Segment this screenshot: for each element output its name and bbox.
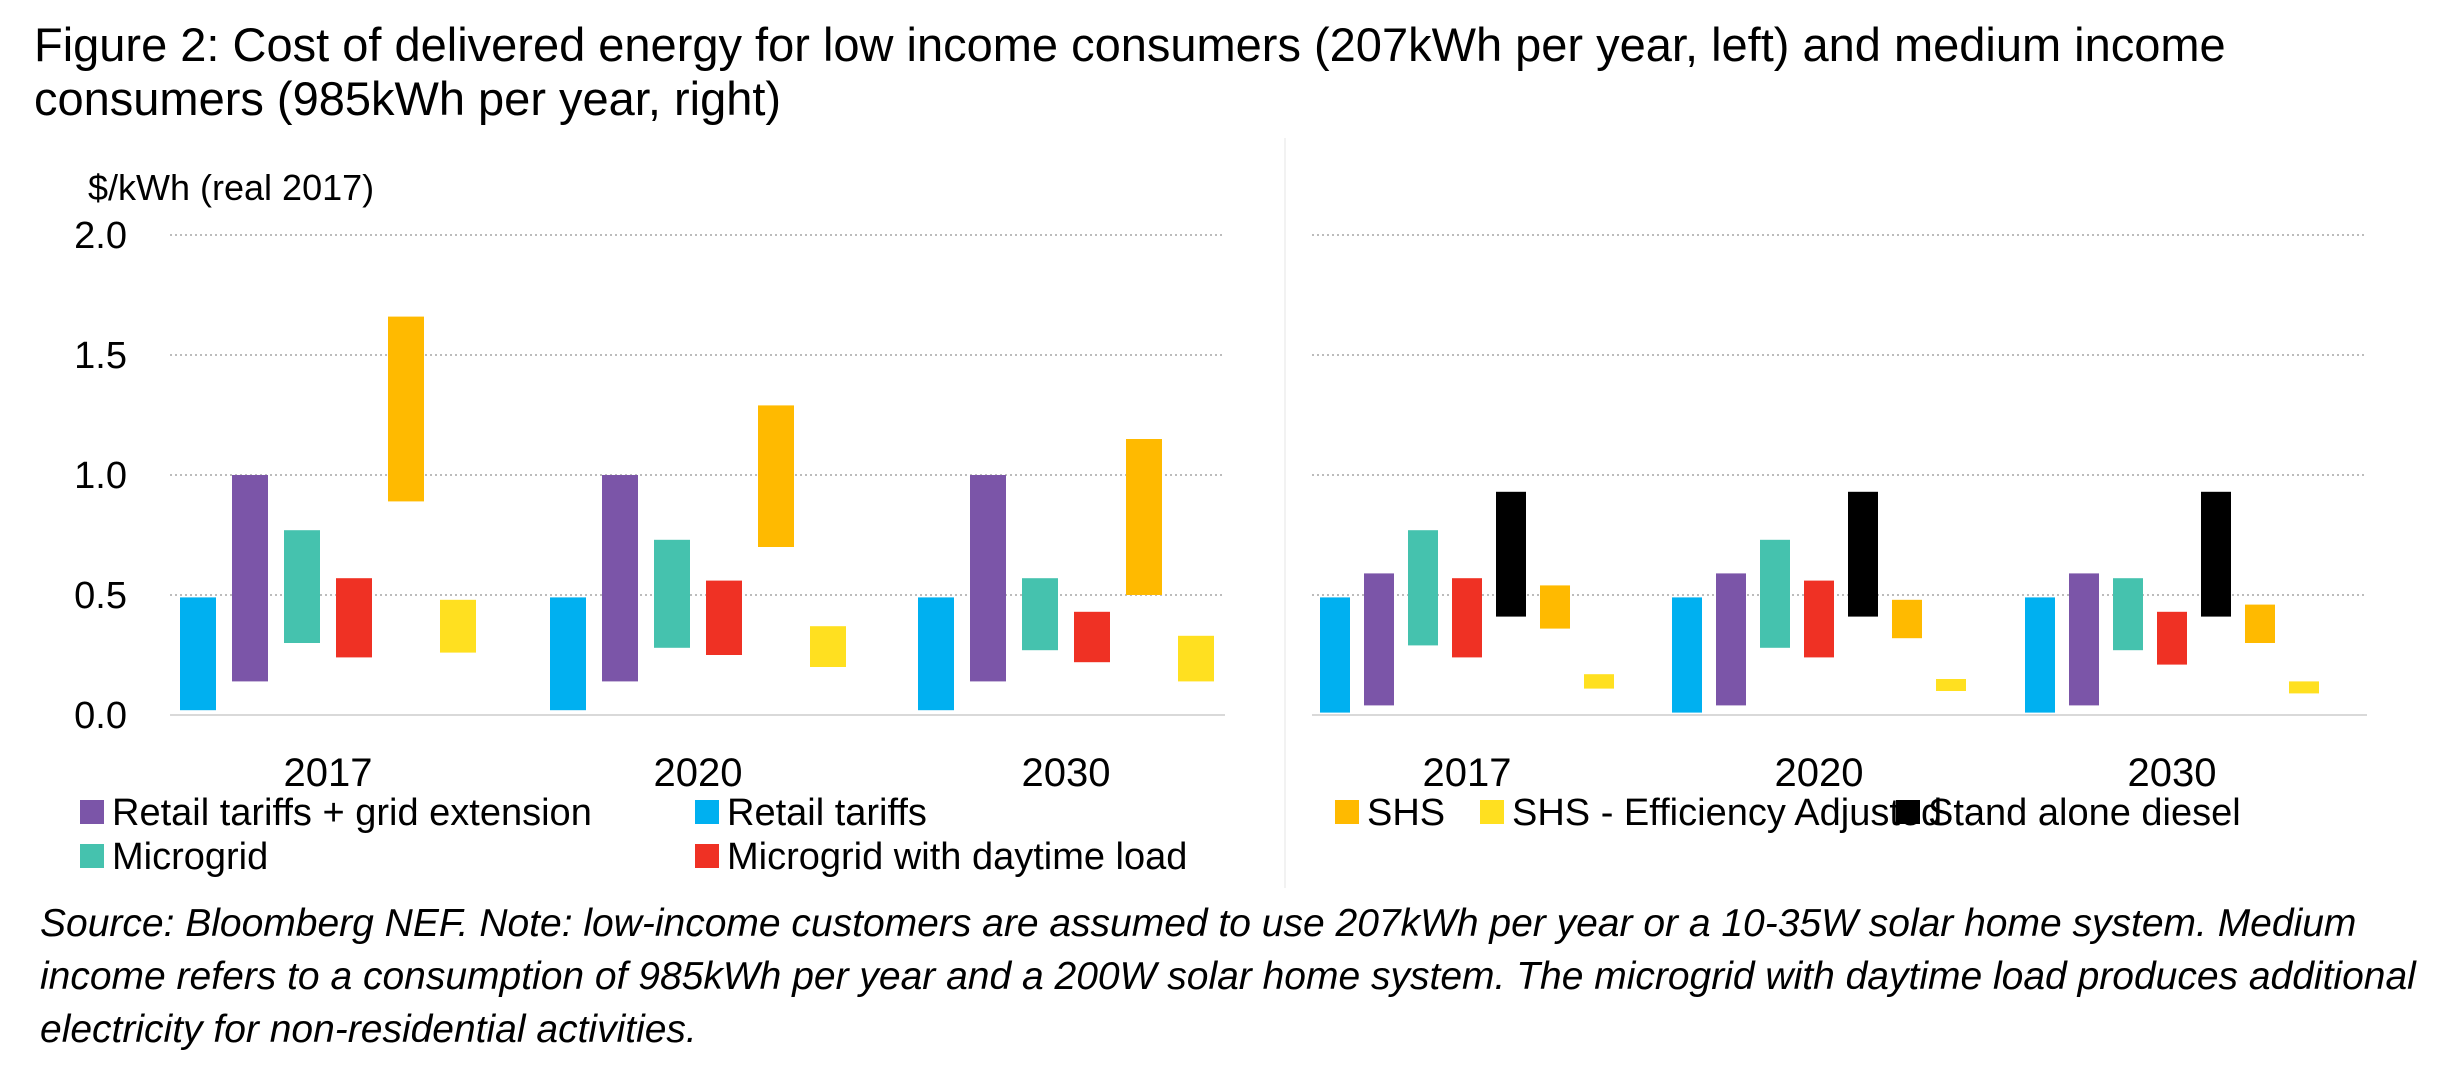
legend-label-shs-efficiency-adjusted: SHS - Efficiency Adjusted — [1512, 792, 1942, 834]
y-tick-label: 1.0 — [74, 455, 127, 497]
bar-microgrid-with-daytime-load-2030 — [1074, 611, 1110, 663]
x-tick-label-2030: 2030 — [1022, 751, 1111, 795]
bar-stand-alone-diesel-2020 — [1848, 491, 1878, 617]
figure-source-note: Source: Bloomberg NEF. Note: low-income … — [40, 902, 2416, 1051]
x-tick-label-2020: 2020 — [654, 751, 743, 795]
bar-microgrid-2020 — [654, 539, 690, 648]
bar-shs-2030 — [1126, 439, 1162, 595]
bar-retail-tariffs-2030 — [2025, 597, 2055, 713]
bar-retail-tariffs-2030 — [918, 597, 954, 711]
bar-shs-efficiency-adjusted-2030 — [1178, 635, 1214, 682]
bar-retail-tariffs-2020 — [550, 597, 586, 711]
bar-microgrid-2030 — [2113, 578, 2143, 651]
bar-microgrid-2017 — [1408, 530, 1438, 646]
bar-microgrid-2030 — [1022, 578, 1058, 651]
bar-shs-efficiency-adjusted-2017 — [440, 599, 476, 653]
bar-retail-tariffs-2017 — [180, 597, 216, 711]
bar-stand-alone-diesel-2017 — [1496, 491, 1526, 617]
legend-label-microgrid: Microgrid — [112, 836, 268, 878]
bar-retail-tariffs-2017 — [1320, 597, 1350, 713]
legend-label-retail-tariffs: Retail tariffs — [727, 792, 927, 834]
bar-retail-tariffs-2020 — [1672, 597, 1702, 713]
legend-swatch-shs — [1335, 800, 1359, 824]
bar-retail-tariffs-grid-extension-2030 — [970, 475, 1006, 682]
y-tick-label: 0.0 — [74, 695, 127, 737]
bar-shs-2020 — [1892, 599, 1922, 639]
x-tick-label-2017: 2017 — [284, 751, 373, 795]
legend-swatch-microgrid-with-daytime-load — [695, 844, 719, 868]
bar-retail-tariffs-grid-extension-2017 — [232, 475, 268, 682]
bar-stand-alone-diesel-2030 — [2201, 491, 2231, 617]
bar-retail-tariffs-grid-extension-2017 — [1364, 573, 1394, 706]
bar-microgrid-2017 — [284, 530, 320, 643]
legend-swatch-retail-tariffs — [695, 800, 719, 824]
bar-shs-efficiency-adjusted-2030 — [2289, 681, 2319, 694]
x-tick-label-2017: 2017 — [1423, 751, 1512, 795]
legend-label-shs: SHS — [1367, 792, 1445, 834]
right-panel-divider — [1284, 138, 1286, 888]
bar-shs-efficiency-adjusted-2020 — [810, 626, 846, 667]
bar-shs-2030 — [2245, 604, 2275, 643]
bar-microgrid-with-daytime-load-2020 — [706, 580, 742, 655]
y-tick-label: 1.5 — [74, 335, 127, 377]
legend-swatch-stand-alone-diesel — [1896, 800, 1920, 824]
bar-retail-tariffs-grid-extension-2020 — [602, 475, 638, 682]
bar-shs-2017 — [388, 316, 424, 502]
legend-label-microgrid-with-daytime-load: Microgrid with daytime load — [727, 836, 1187, 878]
bar-microgrid-with-daytime-load-2020 — [1804, 580, 1834, 658]
figure-title: Figure 2: Cost of delivered energy for l… — [34, 18, 2226, 125]
bar-shs-2020 — [758, 405, 794, 547]
bar-microgrid-with-daytime-load-2017 — [336, 578, 372, 658]
x-tick-label-2030: 2030 — [2128, 751, 2217, 795]
y-tick-label: 2.0 — [74, 215, 127, 257]
y-tick-label: 0.5 — [74, 575, 127, 617]
bar-retail-tariffs-grid-extension-2030 — [2069, 573, 2099, 706]
bar-retail-tariffs-grid-extension-2020 — [1716, 573, 1746, 706]
legend-swatch-microgrid — [80, 844, 104, 868]
bar-microgrid-2020 — [1760, 539, 1790, 648]
right-chart-panel: 2017 2020 2030 SHS SHS - Efficiency Adjusted… — [1312, 234, 2367, 834]
chart-area: $/kWh (real 2017) 0.0 0.5 1.0 1.5 2.0 2017 2020… — [74, 138, 2367, 888]
bar-shs-efficiency-adjusted-2017 — [1584, 674, 1614, 689]
bar-microgrid-with-daytime-load-2017 — [1452, 578, 1482, 658]
y-axis-label: $/kWh (real 2017) — [88, 167, 374, 208]
legend-label-stand-alone-diesel: Stand alone diesel — [1928, 792, 2241, 834]
x-tick-label-2020: 2020 — [1775, 751, 1864, 795]
legend-swatch-retail-tariffs-grid-extension — [80, 800, 104, 824]
bar-shs-2017 — [1540, 585, 1570, 629]
bar-shs-efficiency-adjusted-2020 — [1936, 679, 1966, 691]
bar-microgrid-with-daytime-load-2030 — [2157, 611, 2187, 665]
legend-swatch-shs-efficiency-adjusted — [1480, 800, 1504, 824]
left-chart-panel: $/kWh (real 2017) 0.0 0.5 1.0 1.5 2.0 2017 2020… — [74, 167, 1225, 878]
legend-label-retail-tariffs-grid-extension: Retail tariffs + grid extension — [112, 792, 592, 834]
